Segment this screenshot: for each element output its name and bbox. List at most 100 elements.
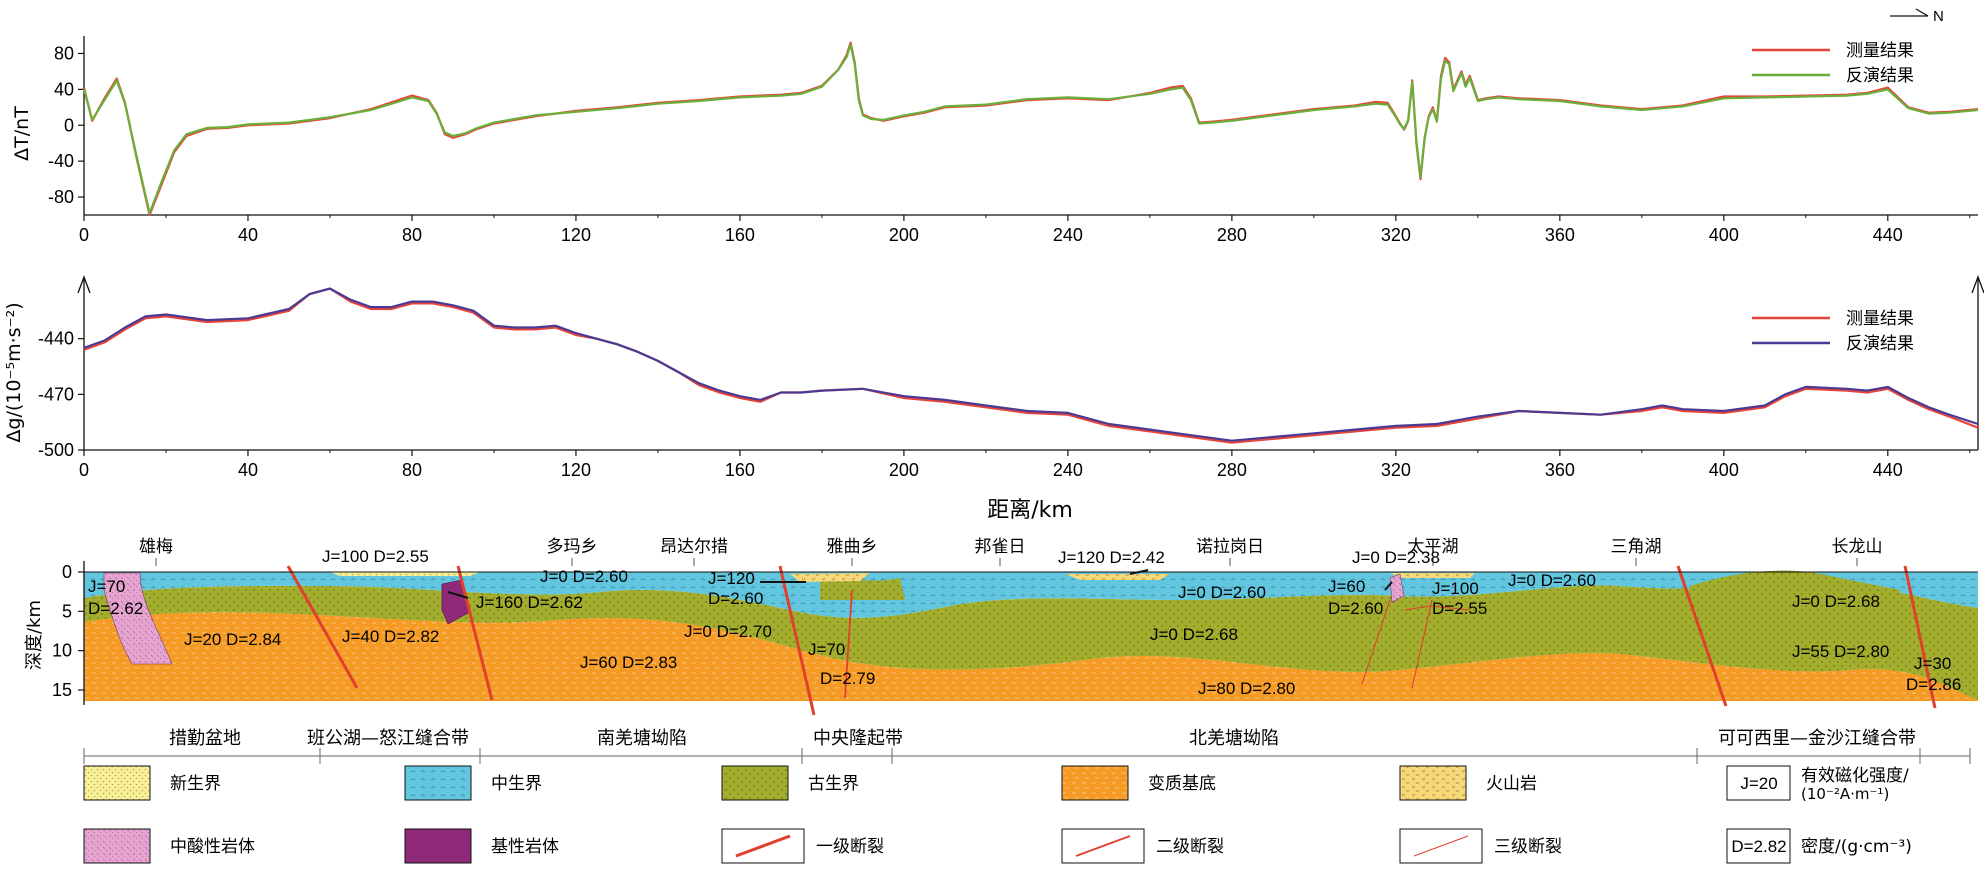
layer-annotation: J=100: [1432, 579, 1479, 598]
legend-label: 密度/(g·cm⁻³): [1801, 837, 1912, 857]
layer-annotation: J=55 D=2.80: [1792, 642, 1889, 661]
basement-layer: [84, 612, 1978, 701]
legend-sublabel: (10⁻²A·m⁻¹): [1801, 785, 1889, 803]
y-tick-label: -40: [48, 151, 74, 171]
annotation-leader: [447, 591, 469, 599]
layer-annotation: J=0 D=2.38: [1352, 548, 1440, 567]
legend-swatch: [404, 828, 472, 864]
x-tick-label: 120: [561, 225, 591, 245]
tectonic-unit-label: 可可西里—金沙江缝合带: [1718, 728, 1916, 749]
fault-second-order: [844, 589, 853, 699]
y-axis-label: ΔT/nT: [11, 106, 33, 161]
layer-annotation: J=0 D=2.68: [1792, 592, 1880, 611]
tectonic-units: 措勤盆地 班公湖—怒江缝合带 南羌塘坳陷 中央隆起带 北羌塘坳陷 可可西里—金沙江缝合带: [83, 728, 1971, 764]
layer-annotation: J=0 D=2.60: [1508, 571, 1596, 590]
x-tick-label: 240: [1053, 225, 1083, 245]
layer-annotation: J=60 D=2.83: [580, 653, 677, 672]
legend-label: 一级断裂: [816, 837, 884, 857]
y-tick-label: 40: [54, 79, 74, 99]
geologic-section: 0 5 10 15 深度/km 雄梅 多玛乡 昂达尔措 雅曲乡 邦雀日 诺拉岗日 太平湖 三角湖 长龙…: [24, 537, 1978, 764]
section-ylabel: 深度/km: [24, 600, 45, 670]
tectonic-unit-label: 北羌塘坳陷: [1189, 728, 1279, 749]
layer-annotation: J=120 D=2.42: [1058, 548, 1165, 567]
tectonic-unit-label: 班公湖—怒江缝合带: [307, 728, 469, 749]
layer-annotation: J=120: [708, 569, 755, 588]
section-depth-ticks: 0 5 10 15: [52, 562, 84, 700]
y-tick-label: -80: [48, 187, 74, 207]
depth-tick-label: 0: [62, 562, 72, 582]
place-name: 雅曲乡: [827, 537, 878, 557]
north-label: N: [1933, 8, 1944, 25]
layer-annotation: J=20 D=2.84: [184, 630, 281, 649]
place-name: 诺拉岗日: [1196, 537, 1264, 557]
y-tick-label: 80: [54, 43, 74, 63]
layer-annotation: D=2.79: [820, 669, 875, 688]
x-tick-label: 40: [238, 460, 258, 480]
x-tick-label: 0: [79, 460, 89, 480]
legend-label: 变质基底: [1148, 774, 1216, 794]
place-name: 太平湖: [1408, 537, 1459, 557]
series-line-measured: [83, 287, 1979, 444]
x-tick-label: 120: [561, 460, 591, 480]
legend-label: 中生界: [491, 774, 542, 794]
north-arrow: N: [1890, 8, 1944, 25]
x-tick-label: 80: [402, 225, 422, 245]
legend-label: 有效磁化强度/: [1801, 766, 1909, 786]
legend-label: 基性岩体: [491, 837, 559, 857]
fault-first-order: [1903, 565, 1937, 709]
gravity-panel: 0 40 80 120 160 200 240 280 320 360 400 440 -440 -470…: [3, 275, 1984, 523]
paleozoic-layer: [84, 581, 1978, 700]
place-name: 雄梅: [139, 537, 173, 557]
x-tick-label: 360: [1545, 225, 1575, 245]
place-name: 昂达尔措: [660, 537, 728, 557]
legend-box: [1726, 828, 1791, 864]
volcanic-lens-taiping: [1390, 573, 1475, 578]
y-tick-label: 0: [64, 115, 74, 135]
volcanic-lens-bangque: [1065, 574, 1170, 580]
x-tick-label: 400: [1709, 460, 1739, 480]
layer-annotation: J=100 D=2.55: [322, 547, 429, 566]
layer-annotation: J=70: [808, 640, 845, 659]
x-tick-label: 160: [725, 225, 755, 245]
legend-swatch: [83, 765, 151, 801]
y-axis-arrow: [77, 275, 91, 294]
series-line-inverted: [83, 287, 1979, 442]
legend-box: [1726, 765, 1791, 801]
x-tick-label: 320: [1381, 460, 1411, 480]
series-line-inverted: [82, 43, 1979, 215]
legend-box-text: J=20: [1740, 774, 1777, 793]
layer-annotation: J=60: [1328, 577, 1365, 596]
place-name: 三角湖: [1611, 537, 1662, 557]
legend-label: 古生界: [808, 774, 859, 794]
legend-label: 反演结果: [1846, 66, 1914, 86]
layer-annotation: J=30: [1914, 654, 1951, 673]
layer-annotation: J=40 D=2.82: [342, 627, 439, 646]
legend-label: 反演结果: [1846, 334, 1914, 354]
layer-annotation: D=2.60: [1328, 599, 1383, 618]
layer-annotation: J=0 D=2.60: [1178, 583, 1266, 602]
fault-third-order: [1404, 605, 1471, 611]
acid-intrusion-taiping: [1389, 573, 1405, 603]
layer-annotation: D=2.86: [1906, 675, 1961, 694]
x-tick-label: 240: [1053, 460, 1083, 480]
legend-label: 火山岩: [1486, 774, 1537, 794]
x-tick-label: 40: [238, 225, 258, 245]
legend-swatch: [1061, 828, 1145, 864]
place-name: 多玛乡: [547, 537, 598, 557]
layer-annotation: J=70: [88, 577, 125, 596]
legend-swatch: [404, 765, 472, 801]
layer-annotation: J=80 D=2.80: [1198, 679, 1295, 698]
legend-fault-line: [1075, 835, 1131, 857]
layer-annotation: J=160 D=2.62: [476, 593, 583, 612]
annotation-leader: [1129, 569, 1149, 575]
y-tick-label: -500: [38, 440, 74, 460]
legend-fault-line: [1413, 835, 1469, 857]
y-tick-label: -440: [38, 329, 74, 349]
volcanic-lens-central: [790, 573, 870, 582]
legend-label: 中酸性岩体: [170, 837, 255, 857]
depth-tick-label: 5: [62, 601, 72, 621]
layer-annotations: J=70 D=2.62 J=100 D=2.55 J=160 D=2.62 J=20 D…: [88, 547, 1961, 698]
paleozoic-uplift-north: [1690, 570, 1900, 600]
legend-label: 三级断裂: [1494, 837, 1562, 857]
